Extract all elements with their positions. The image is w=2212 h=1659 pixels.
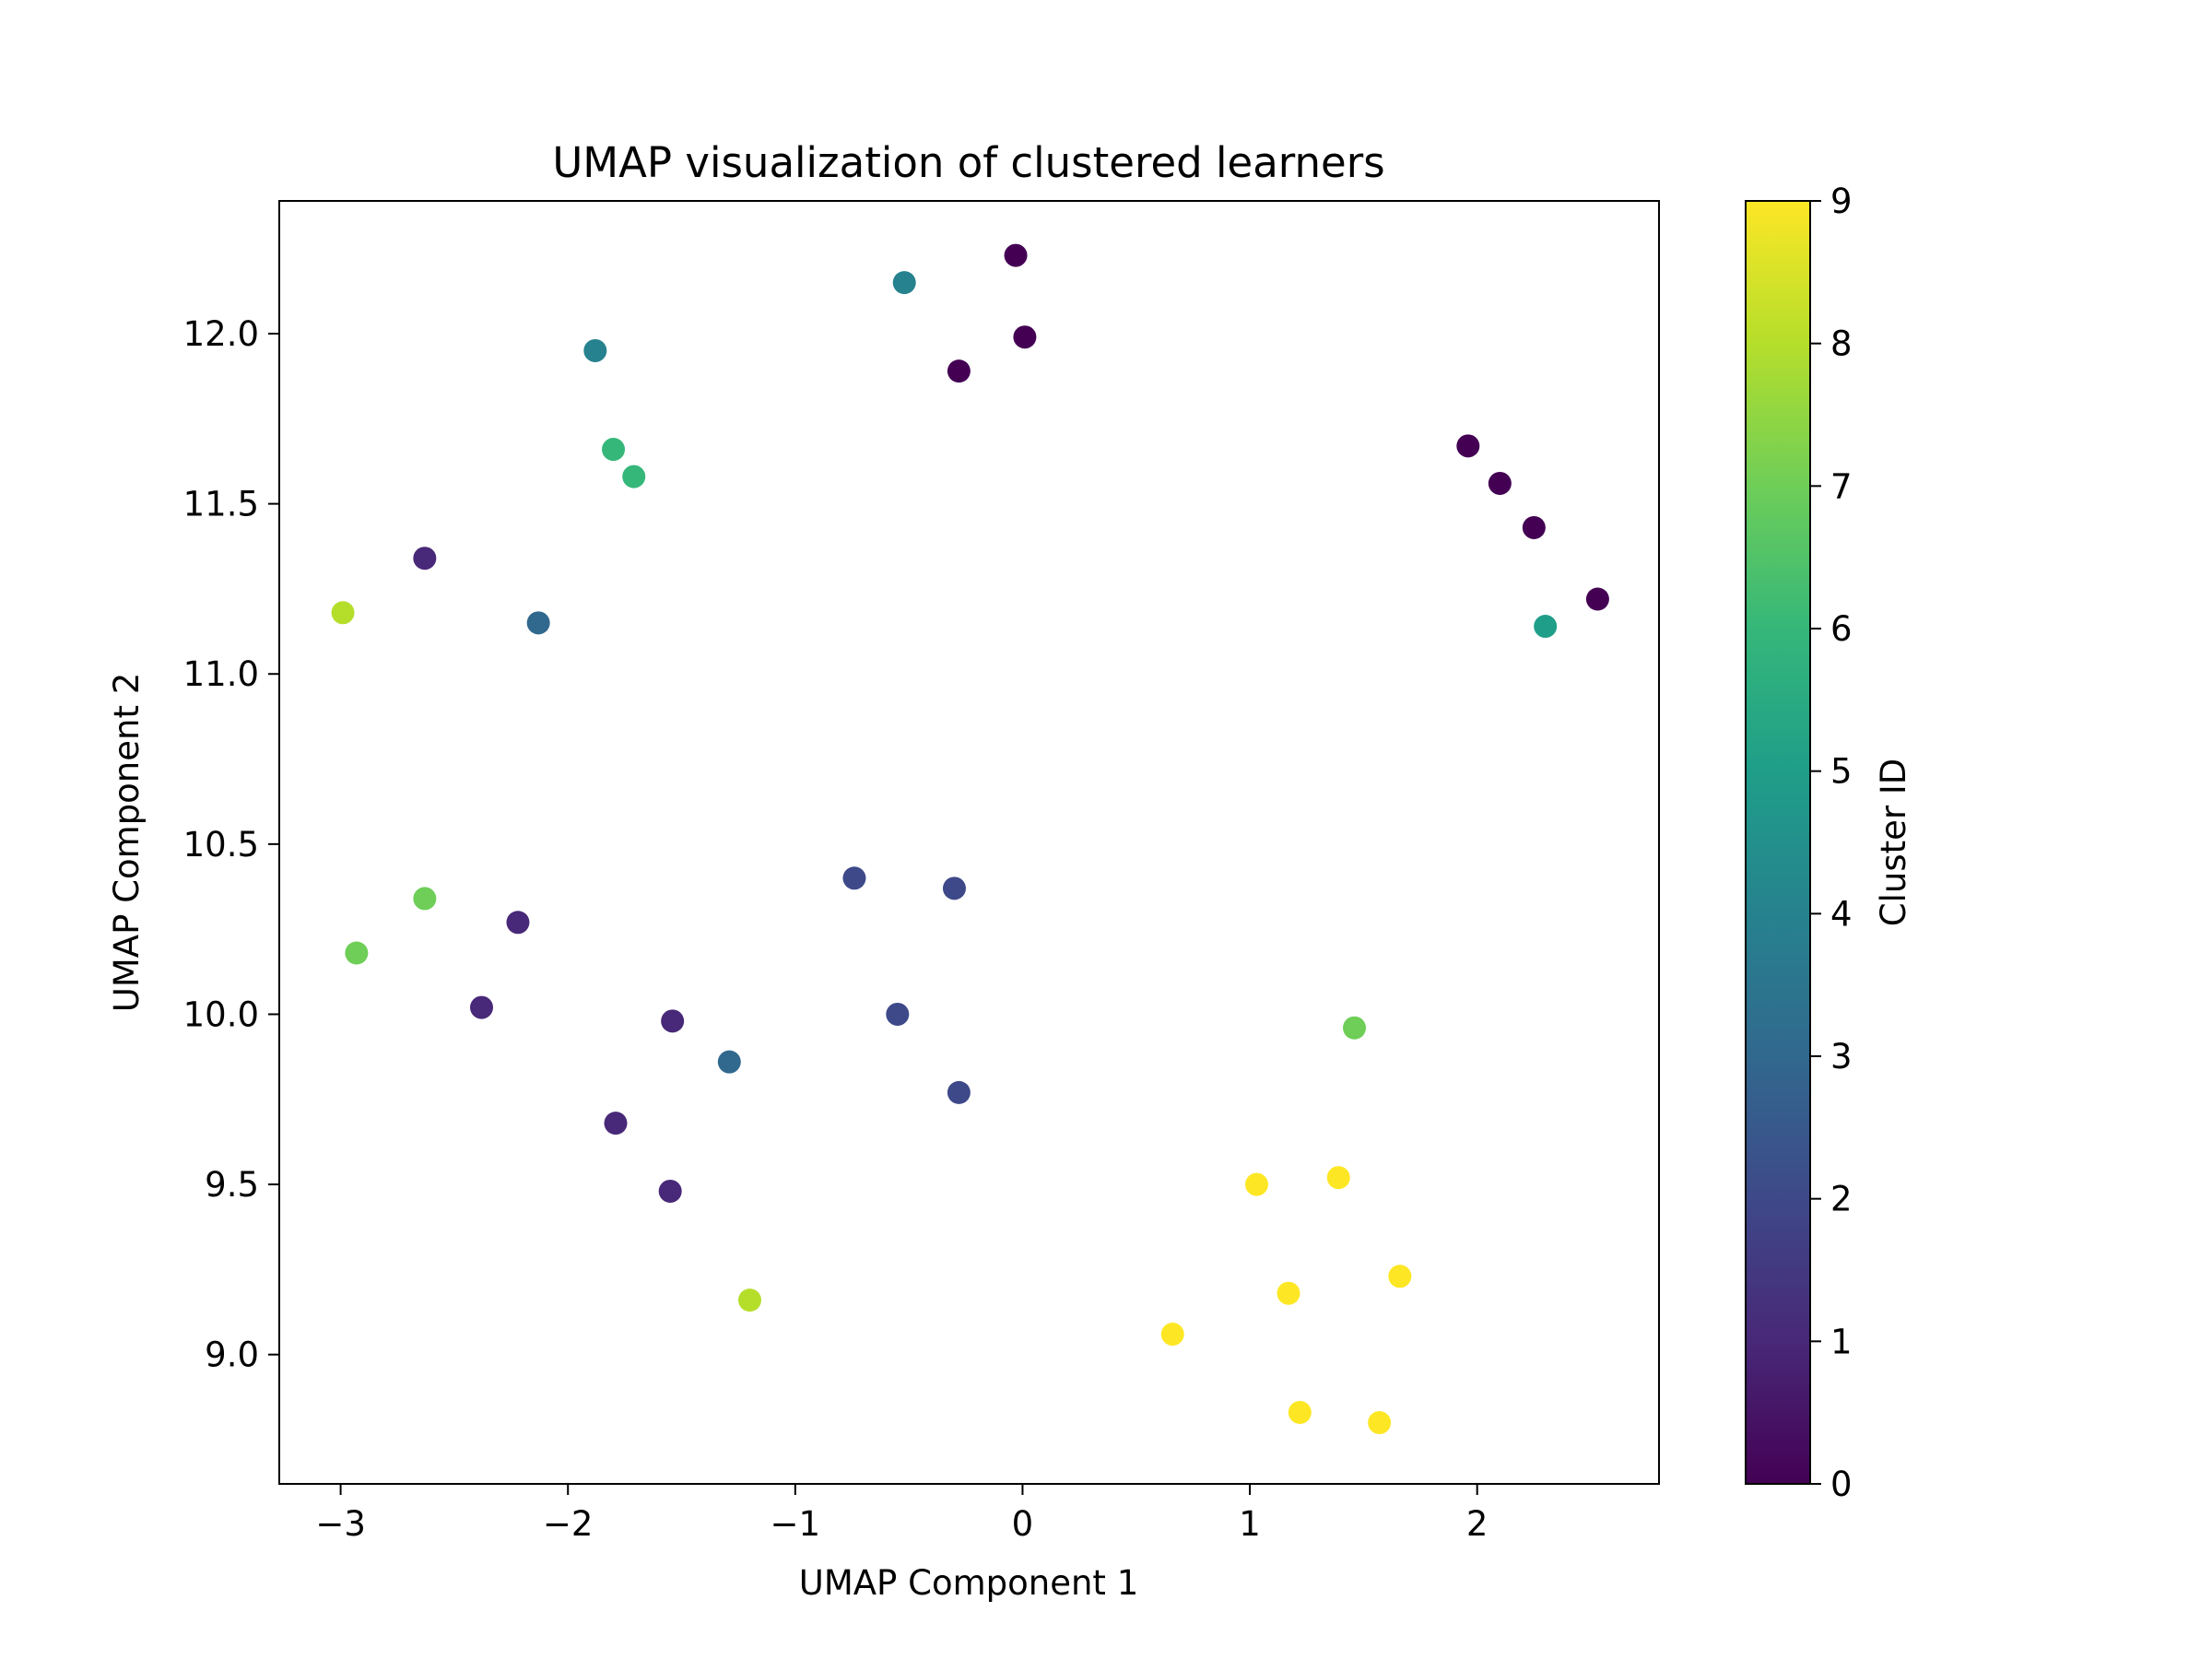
data-point [658,1179,682,1203]
chart-title: UMAP visualization of clustered learners [552,138,1384,187]
colorbar-tick-label: 6 [1830,609,1853,649]
plot-area-frame [278,200,1660,1485]
x-tick-label: −2 [543,1504,594,1544]
data-point [469,995,493,1019]
data-point [345,941,369,965]
data-point [583,338,607,362]
data-point [1326,1166,1350,1190]
colorbar-ticks: 0 1 2 3 4 5 6 7 8 9 [1810,182,1853,1504]
data-point [1004,243,1028,267]
colorbar-tick-label: 9 [1830,182,1853,221]
data-point [602,438,626,462]
x-tick-label: 2 [1466,1504,1488,1544]
data-point [604,1112,628,1135]
y-tick-label: 9.5 [205,1165,259,1205]
data-point [1343,1016,1367,1040]
data-point [526,611,550,635]
colorbar-tick-label: 5 [1830,752,1853,792]
data-point [886,1002,910,1026]
x-tick-label: 0 [1012,1504,1034,1544]
data-point [1488,471,1512,495]
colorbar-tick-label: 0 [1830,1465,1853,1504]
x-axis-ticks: −3 −2 −1 0 1 2 [315,1484,1488,1544]
y-axis-label: UMAP Component 2 [107,673,147,1013]
data-point [717,1050,741,1074]
y-tick-label: 11.5 [183,485,259,524]
data-point [1013,325,1037,349]
data-point [1388,1265,1412,1288]
x-tick-label: 1 [1239,1504,1261,1544]
data-point [947,359,971,383]
data-point [506,911,530,935]
data-point [1522,515,1546,539]
colorbar-tick-label: 7 [1830,466,1853,506]
data-point [738,1288,762,1312]
colorbar-tick-label: 8 [1830,324,1853,364]
y-tick-label: 10.0 [183,994,259,1034]
colorbar-tick-label: 4 [1830,894,1853,934]
data-point [1288,1400,1312,1424]
data-points [331,243,1609,1435]
data-point [1244,1172,1268,1196]
data-point [1277,1281,1300,1305]
data-point [413,887,437,911]
data-point [1585,587,1609,611]
data-point [622,465,646,488]
y-tick-label: 11.0 [183,654,259,694]
x-tick-label: −1 [771,1504,821,1544]
data-point [1160,1323,1184,1347]
data-point [413,547,437,571]
data-point [842,866,866,890]
colorbar-tick-label: 3 [1830,1037,1853,1077]
colorbar [1745,200,1811,1485]
y-tick-label: 9.0 [205,1335,259,1375]
data-point [661,1009,685,1033]
data-point [1534,615,1558,639]
colorbar-tick-label: 2 [1830,1180,1853,1219]
y-axis-ticks: 9.0 9.5 10.0 10.5 11.0 11.5 12.0 [183,314,279,1375]
x-tick-label: −3 [315,1504,366,1544]
data-point [331,601,355,625]
data-point [942,877,966,900]
colorbar-label: Cluster ID [1874,759,1913,927]
data-point [1456,434,1480,458]
data-point [947,1080,971,1104]
y-tick-label: 10.5 [183,825,259,865]
data-point [892,271,916,295]
colorbar-tick-label: 1 [1830,1322,1853,1361]
y-tick-label: 12.0 [183,314,259,354]
x-axis-label: UMAP Component 1 [799,1563,1139,1603]
data-point [1368,1411,1392,1435]
